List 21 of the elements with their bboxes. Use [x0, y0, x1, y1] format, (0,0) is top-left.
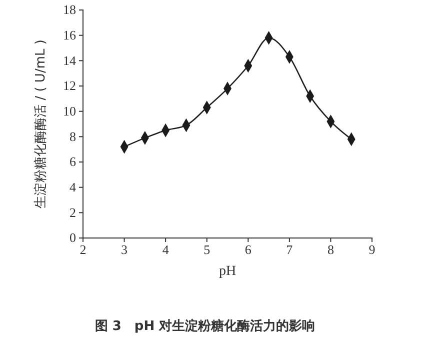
y-tick-label: 18: [63, 2, 76, 18]
y-tick-label: 14: [63, 52, 76, 68]
x-tick-label: 2: [80, 242, 86, 258]
y-tick-label: 12: [63, 78, 76, 94]
y-tick-label: 4: [70, 179, 76, 194]
y-tick-label: 10: [63, 103, 76, 118]
x-tick-label: 3: [121, 242, 128, 258]
x-tick-label: 9: [368, 242, 376, 258]
y-tick-label: 0: [70, 230, 76, 246]
x-tick-label: 4: [162, 242, 170, 258]
x-tick-label: 7: [286, 242, 294, 258]
y-tick-label: 2: [70, 204, 76, 220]
x-tick-label: 6: [244, 242, 252, 258]
y-tick-label: 16: [63, 27, 76, 42]
y-tick-label: 8: [70, 128, 76, 144]
x-tick-label: 8: [327, 242, 334, 258]
y-axis-title: 生淀粉糖化酶酶活 / ( U/mL ): [34, 40, 49, 208]
text: 图 3 pH 对生淀粉糖化酶活力的影响: [94, 318, 316, 334]
y-tick-label: 6: [70, 154, 76, 170]
x-axis-title: pH: [218, 264, 236, 279]
x-tick-label: 5: [204, 242, 210, 258]
